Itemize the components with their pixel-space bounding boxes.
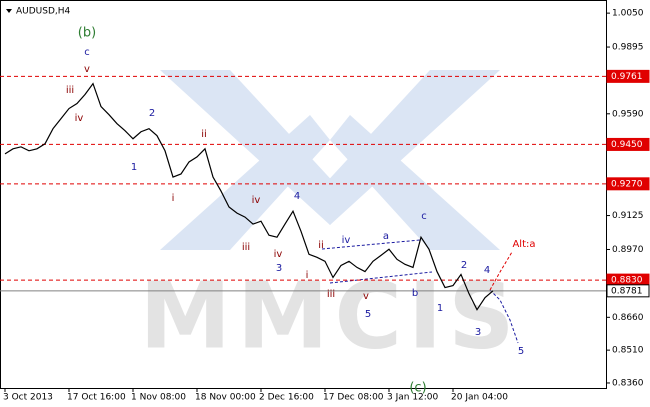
wave-label: (c)	[409, 381, 426, 396]
wave-label: 3	[475, 327, 481, 338]
level-label: 0.8830	[611, 276, 643, 286]
trend-line	[321, 239, 421, 250]
wave-label: a	[383, 231, 389, 242]
wave-label: iv	[252, 195, 261, 206]
logo-stroke	[310, 70, 500, 225]
x-tick-label: 3 Jan 12:00	[387, 393, 439, 403]
wave-label: iii	[327, 289, 335, 300]
x-tick-label: 3 Oct 2013	[3, 393, 53, 403]
wave-label: b	[412, 288, 418, 299]
wave-label: iv	[75, 113, 84, 124]
wave-label: i	[306, 270, 309, 281]
level-label: 0.8781	[611, 286, 643, 296]
wave-label: 5	[365, 309, 371, 320]
y-tick-label: 0.8510	[612, 346, 644, 356]
wave-label: 3	[276, 263, 282, 274]
level-label: 0.9450	[611, 140, 643, 150]
y-tick-label: 1.0050	[612, 9, 644, 19]
projection	[489, 251, 513, 291]
y-tick-label: 0.9895	[612, 43, 644, 53]
y-tick-label: 0.9590	[612, 109, 644, 119]
chart-title: AUDUSD,H4	[16, 7, 71, 17]
logo	[160, 70, 500, 250]
logo-stroke	[160, 115, 330, 250]
wave-label: 5	[518, 346, 524, 357]
x-tick-label: 20 Jan 04:00	[451, 393, 508, 403]
wave-label: iii	[66, 85, 74, 96]
level-tag	[606, 69, 650, 83]
wave-label: iv	[342, 235, 351, 246]
wave-label: c	[84, 47, 90, 58]
trend-line	[329, 271, 433, 284]
wave-label: c	[421, 211, 427, 222]
wave-label: ii	[318, 240, 324, 251]
wave-label: v	[363, 291, 369, 302]
level-tag	[606, 137, 650, 151]
projection	[489, 289, 519, 344]
title-marker	[6, 9, 12, 13]
wave-label: Alt:a	[512, 239, 535, 250]
wave-label: v	[84, 64, 90, 75]
wave-label: 2	[149, 108, 155, 119]
plot-frame	[0, 0, 607, 389]
wave-label: i	[172, 193, 175, 204]
x-tick-label: 17 Oct 16:00	[67, 393, 126, 403]
wave-label: iii	[242, 242, 250, 253]
level-label: 0.9761	[611, 72, 643, 82]
level-tag	[606, 177, 650, 191]
x-tick-label: 18 Nov 00:00	[195, 393, 256, 403]
wave-label: 4	[294, 191, 300, 202]
wave-label: iv	[274, 249, 283, 260]
x-tick-label: 17 Dec 08:00	[323, 393, 384, 403]
wave-label: 1	[131, 162, 137, 173]
y-tick-label: 0.9125	[612, 211, 644, 221]
y-tick-label: 0.8970	[612, 245, 644, 255]
wave-label: 2	[461, 260, 467, 271]
level-label: 0.9270	[611, 179, 643, 189]
y-tick-label: 0.8360	[612, 378, 644, 388]
y-tick-label: 0.8660	[612, 313, 644, 323]
watermark: MMCIS	[139, 262, 520, 369]
wave-label: 4	[484, 265, 490, 276]
level-tag	[606, 284, 650, 298]
x-tick-label: 1 Nov 08:00	[131, 393, 186, 403]
x-tick-label: 2 Dec 16:00	[259, 393, 314, 403]
price-line	[4, 82, 494, 311]
logo-stroke	[330, 115, 500, 250]
guides	[321, 239, 519, 344]
wave-label: (b)	[78, 26, 96, 41]
wave-label: ii	[201, 129, 207, 140]
logo-stroke	[160, 70, 350, 225]
wave-label: 1	[437, 303, 443, 314]
